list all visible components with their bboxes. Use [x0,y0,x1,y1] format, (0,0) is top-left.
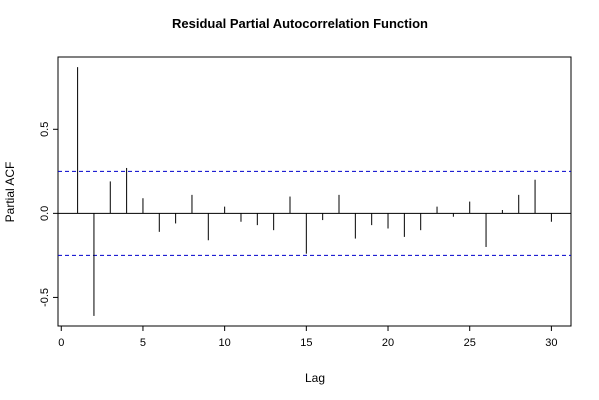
plot-frame [57,56,572,327]
y-tick-label: 0.0 [39,206,51,221]
x-tick-label: 20 [382,337,394,349]
x-tick-label: 15 [300,337,312,349]
chart-title: Residual Partial Autocorrelation Functio… [172,16,428,31]
y-tick-label: 0.5 [39,122,51,137]
x-tick-label: 25 [464,337,476,349]
x-axis-label: Lag [305,371,325,385]
x-axis: 0 5 10 15 20 25 30 [58,326,558,349]
x-tick-label: 5 [140,337,146,349]
confidence-bounds [58,170,571,256]
x-tick-label: 30 [545,337,557,349]
pacf-bars [77,67,552,316]
x-tick-label: 0 [58,337,64,349]
y-axis: -0.5 0.0 0.5 [39,122,58,307]
x-tick-label: 10 [219,337,231,349]
y-tick-label: -0.5 [39,288,51,307]
y-axis-label: Partial ACF [3,162,17,223]
